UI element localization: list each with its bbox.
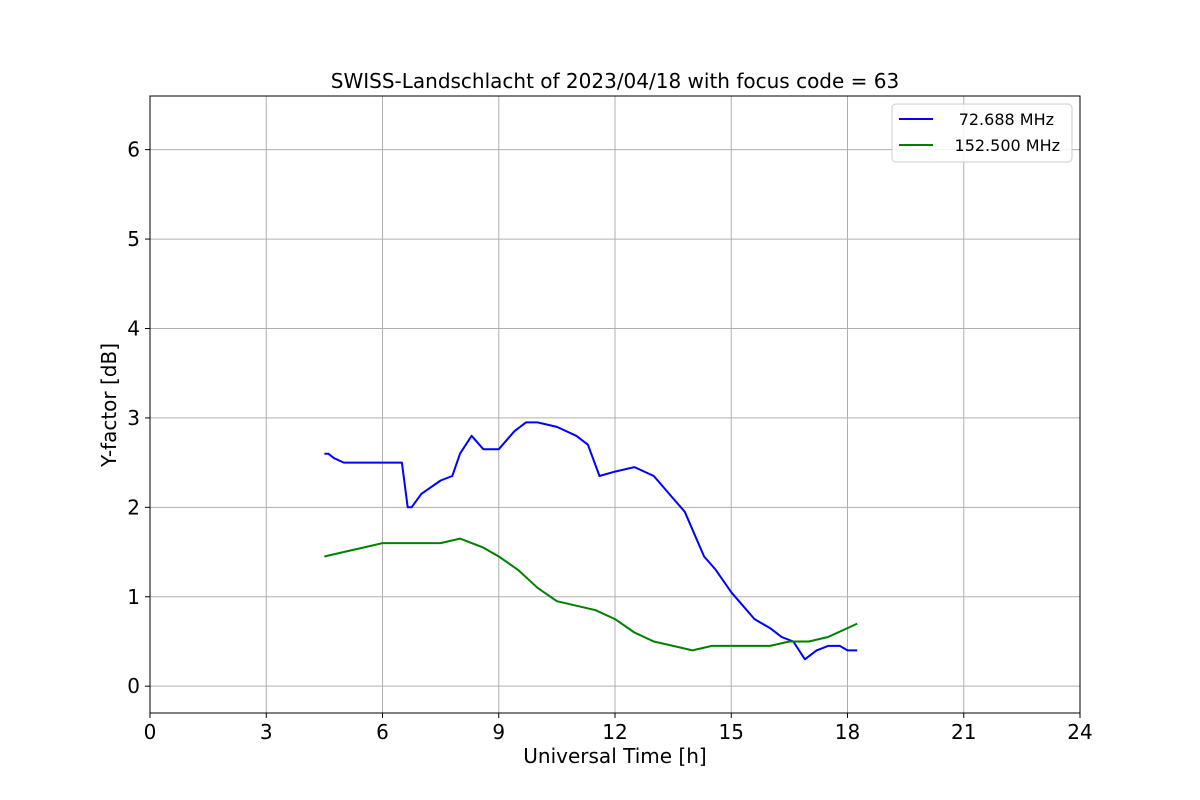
x-tick-label: 6 (376, 720, 389, 744)
y-tick-label: 5 (127, 227, 140, 251)
y-tick-label: 4 (127, 316, 140, 340)
x-tick-label: 12 (602, 720, 627, 744)
x-tick-label: 24 (1067, 720, 1092, 744)
chart-title: SWISS-Landschlacht of 2023/04/18 with fo… (331, 69, 899, 93)
x-tick-label: 15 (719, 720, 744, 744)
legend-label-series-1: 72.688 MHz (959, 110, 1054, 129)
x-tick-label: 21 (951, 720, 976, 744)
y-tick-label: 1 (127, 585, 140, 609)
legend-box (891, 103, 1073, 163)
legend: 72.688 MHz 152.500 MHz (891, 103, 1073, 163)
y-axis-label: Y-factor [dB] (97, 343, 121, 468)
y-tick-label: 6 (127, 138, 140, 162)
y-tick-label: 2 (127, 495, 140, 519)
x-axis-label: Universal Time [h] (523, 744, 706, 768)
x-tick-label: 3 (260, 720, 273, 744)
legend-label-series-2: 152.500 MHz (955, 136, 1060, 155)
series-line-1 (324, 421, 858, 661)
y-tick-label: 0 (127, 674, 140, 698)
series-layer (324, 421, 858, 661)
x-tick-label: 9 (492, 720, 505, 744)
x-tick-label: 18 (835, 720, 860, 744)
x-tick-label: 0 (144, 720, 157, 744)
y-tick-label: 3 (127, 406, 140, 430)
series-line-2 (324, 537, 858, 652)
